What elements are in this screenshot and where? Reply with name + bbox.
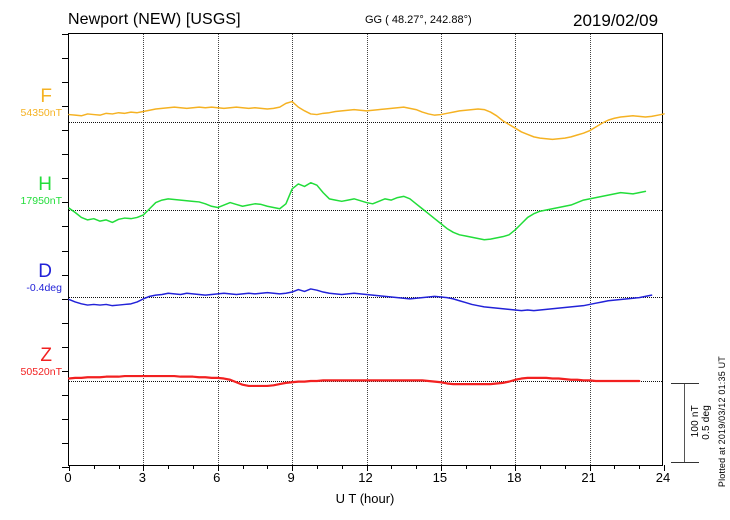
y-tick-2 (62, 82, 69, 84)
x-label-15: 15 (432, 470, 448, 485)
y-tick-4 (62, 130, 69, 132)
scale-bar-nt-label: 100 nT (690, 405, 701, 438)
channel-letter-H: H (38, 174, 52, 195)
x-tick-11 (341, 465, 343, 469)
chart-date: 2019/02/09 (573, 11, 659, 30)
y-tick-10 (62, 274, 69, 276)
x-tick-12 (366, 465, 368, 471)
y-tick-15 (62, 394, 69, 396)
x-tick-3 (143, 465, 145, 471)
x-tick-1 (93, 465, 95, 469)
gridline-hour-3 (143, 34, 145, 465)
x-label-6: 6 (213, 470, 221, 485)
x-label-24: 24 (655, 470, 671, 485)
scale-bar-bottom-cap (671, 462, 699, 463)
baseline-Z (69, 381, 662, 382)
x-tick-21 (589, 465, 591, 471)
x-label-9: 9 (287, 470, 295, 485)
trace-F (68, 100, 665, 141)
x-label-21: 21 (581, 470, 596, 485)
x-label-3: 3 (138, 470, 146, 485)
baseline-F (69, 122, 662, 123)
x-label-0: 0 (64, 470, 72, 485)
x-axis-title: U T (hour) (335, 491, 395, 506)
x-tick-18 (515, 465, 517, 471)
x-tick-8 (267, 465, 269, 469)
page-title: Newport (NEW) [USGS] (68, 11, 241, 28)
x-tick-14 (416, 465, 418, 469)
y-tick-5 (62, 154, 69, 156)
x-label-12: 12 (358, 470, 373, 485)
x-tick-16 (465, 465, 467, 469)
y-tick-11 (62, 298, 69, 300)
plot-frame (62, 33, 665, 471)
trace-D (68, 288, 653, 312)
y-tick-6 (62, 178, 69, 180)
x-tick-24 (664, 465, 665, 471)
y-tick-18 (62, 467, 69, 468)
plotted-at-timestamp: Plotted at 2019/03/12 01:35 UT (717, 356, 727, 488)
x-tick-9 (292, 465, 294, 471)
channel-value-Z: 50520nT (20, 366, 62, 378)
trace-Z (67, 374, 641, 388)
x-tick-17 (490, 465, 492, 469)
y-tick-1 (62, 58, 69, 60)
channel-letter-D: D (38, 261, 52, 282)
channel-value-D: -0.4deg (26, 282, 62, 294)
x-tick-19 (540, 465, 542, 469)
y-tick-3 (62, 106, 69, 108)
scale-bar-deg-label: 0.5 deg (701, 405, 712, 440)
x-tick-22 (614, 465, 616, 469)
y-tick-9 (62, 250, 69, 252)
x-tick-23 (639, 465, 641, 469)
x-tick-20 (564, 465, 566, 469)
y-tick-8 (62, 226, 69, 228)
baseline-H (69, 210, 662, 211)
channel-letter-Z: Z (40, 345, 52, 366)
trace-curves (67, 100, 665, 388)
gridline-hour-6 (217, 34, 219, 465)
geographic-coordinates: GG ( 48.27°, 242.88°) (365, 14, 472, 26)
y-tick-14 (62, 370, 69, 372)
channel-value-F: 54350nT (20, 107, 62, 119)
x-label-18: 18 (507, 470, 522, 485)
y-tick-0 (62, 34, 69, 35)
channel-letter-F: F (40, 86, 52, 107)
scale-bar (671, 383, 699, 463)
x-tick-5 (192, 465, 194, 469)
x-tick-6 (217, 465, 219, 471)
x-tick-10 (316, 465, 318, 469)
x-tick-2 (118, 465, 120, 469)
gridline-hour-12 (366, 34, 368, 465)
gridline-hour-9 (292, 34, 294, 465)
gridline-hour-15 (440, 34, 442, 465)
y-tick-17 (62, 442, 69, 444)
trace-H (68, 181, 647, 241)
x-tick-7 (242, 465, 244, 469)
x-tick-4 (168, 465, 170, 469)
channel-value-H: 17950nT (20, 195, 62, 207)
gridline-hour-21 (589, 34, 591, 465)
y-tick-13 (62, 346, 69, 348)
y-tick-12 (62, 322, 69, 324)
gridline-hour-18 (515, 34, 517, 465)
y-tick-16 (62, 418, 69, 420)
x-tick-15 (440, 465, 442, 471)
scale-bar-top-cap (671, 383, 699, 384)
baseline-D (69, 297, 662, 298)
y-tick-7 (62, 202, 69, 204)
x-tick-13 (391, 465, 393, 469)
x-tick-0 (69, 465, 70, 471)
